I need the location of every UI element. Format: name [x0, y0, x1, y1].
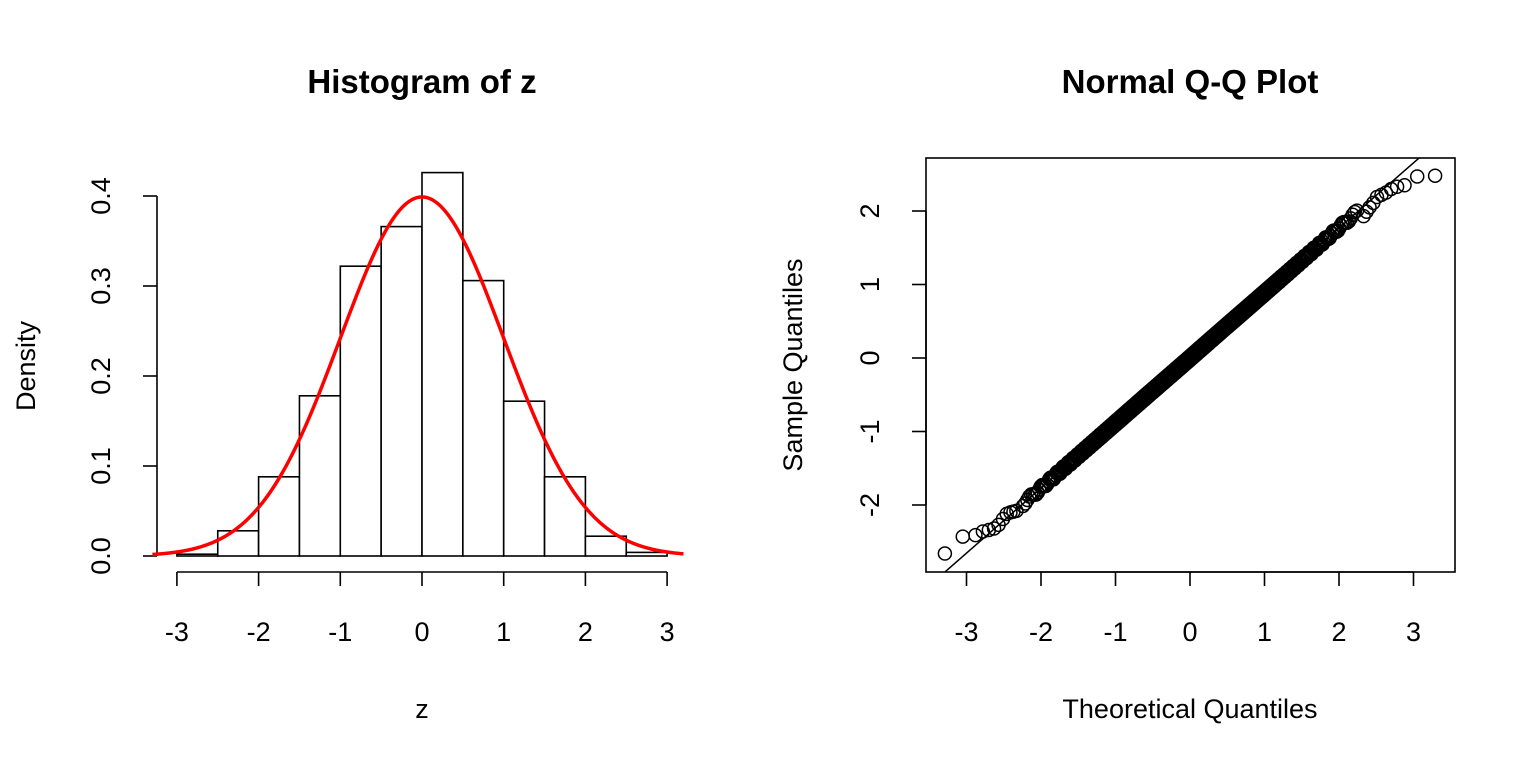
histogram-title: Histogram of z: [307, 63, 536, 100]
y-tick-label: 0: [855, 350, 885, 365]
qq-point: [1389, 179, 1405, 194]
qq-point: [1383, 181, 1399, 197]
x-tick-label: 1: [1257, 617, 1272, 647]
qq-point: [1362, 200, 1377, 215]
histogram-bar: [543, 475, 587, 557]
qq-x-label: Theoretical Quantiles: [1062, 694, 1317, 724]
histogram-bar: [216, 529, 260, 557]
qq-plot-panel: Normal Q-Q Plot Theoretical Quantiles Sa…: [778, 63, 1456, 724]
x-tick-label: 2: [578, 617, 593, 647]
x-tick-label: -3: [954, 617, 978, 647]
y-tick-label: 0.3: [86, 267, 116, 305]
histogram-bar: [584, 535, 628, 557]
qq-point: [937, 546, 953, 561]
histogram-bar: [176, 553, 219, 557]
histogram-bars: [176, 171, 668, 557]
qq-point: [1427, 168, 1443, 183]
qq-point: [1359, 204, 1374, 219]
qq-point: [968, 527, 983, 543]
x-tick-label: 3: [660, 617, 675, 647]
qq-point: [1409, 169, 1425, 184]
x-tick-label: -2: [247, 617, 271, 647]
histogram-bar: [625, 551, 668, 557]
histogram-bar: [339, 265, 382, 557]
qq-y-label: Sample Quantiles: [778, 258, 808, 471]
histogram-bar: [380, 225, 423, 557]
qq-point: [1397, 178, 1412, 193]
histogram-bar: [298, 394, 342, 557]
qq-point: [986, 521, 1002, 536]
qq-y-axis: -2 -1 0 1 2: [855, 203, 927, 517]
x-tick-label: 3: [1406, 617, 1421, 647]
y-tick-label: 0.1: [86, 447, 116, 485]
x-tick-label: 1: [496, 617, 511, 647]
x-tick-label: -2: [1029, 617, 1053, 647]
x-tick-label: -1: [328, 617, 352, 647]
histogram-x-axis: -3 -2 -1 0 1 2 3: [165, 571, 675, 647]
x-tick-label: -1: [1103, 617, 1127, 647]
y-tick-label: -1: [855, 419, 885, 443]
histogram-panel: Histogram of z z Density -3 -2 -1 0 1 2 3 0.00…: [11, 63, 684, 724]
y-tick-label: 0.4: [86, 177, 116, 215]
qq-point: [975, 524, 991, 539]
qq-point: [955, 529, 971, 544]
x-tick-label: 2: [1331, 617, 1346, 647]
qq-points: [937, 168, 1443, 561]
x-tick-label: -3: [165, 617, 189, 647]
qq-point: [1347, 204, 1363, 220]
histogram-y-axis: 0.0 0.1 0.2 0.3 0.4: [86, 177, 158, 575]
y-tick-label: 0.0: [86, 537, 116, 575]
y-tick-label: 2: [855, 203, 885, 218]
qq-title: Normal Q-Q Plot: [1062, 63, 1319, 100]
x-tick-label: 0: [1182, 617, 1197, 647]
x-tick-label: 0: [414, 617, 429, 647]
qq-point: [1345, 207, 1360, 223]
histogram-bar: [421, 171, 464, 557]
histogram-bar: [257, 475, 301, 557]
y-tick-label: 0.2: [86, 357, 116, 395]
histogram-bar: [462, 279, 505, 557]
histogram-x-label: z: [415, 694, 429, 724]
histogram-y-label: Density: [11, 320, 41, 411]
normal-density-curve: [152, 195, 684, 557]
y-tick-label: 1: [855, 277, 885, 292]
qq-x-axis: -3 -2 -1 0 1 2 3: [954, 571, 1421, 647]
y-tick-label: -2: [855, 493, 885, 517]
